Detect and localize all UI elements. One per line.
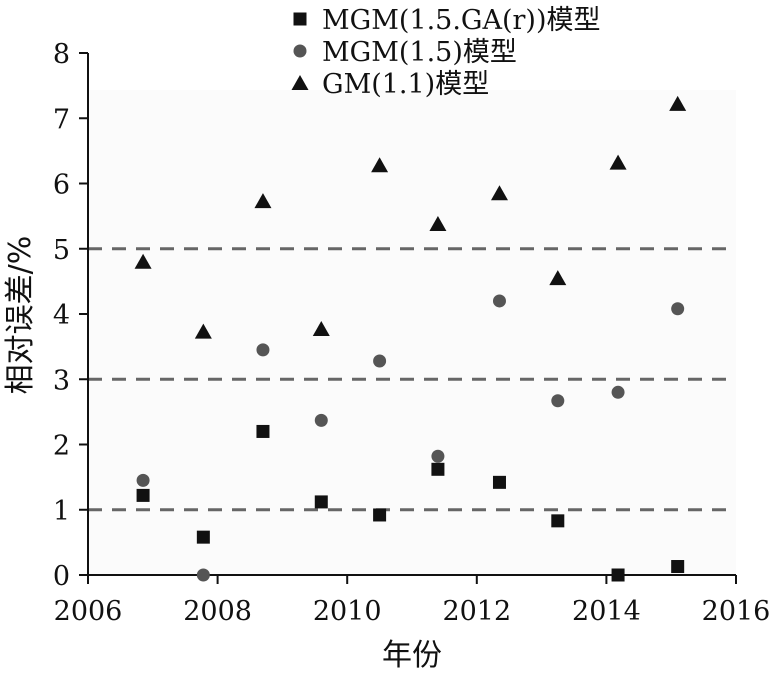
data-points xyxy=(134,95,687,582)
legend-marker-triangle xyxy=(291,75,309,90)
data-point-triangle xyxy=(312,321,330,337)
legend-marker-square xyxy=(293,12,307,26)
x-tick-label: 2010 xyxy=(313,596,382,627)
x-tick-label: 2008 xyxy=(183,596,252,627)
y-tick-label: 2 xyxy=(53,431,70,462)
reference-lines xyxy=(88,247,736,512)
legend-label: MGM(1.5.GA(r))模型 xyxy=(322,5,601,36)
legend-item: GM(1.1)模型 xyxy=(291,69,489,100)
data-point-square xyxy=(196,530,210,544)
series-square xyxy=(136,424,685,582)
data-point-circle xyxy=(196,568,210,582)
y-tick-label: 7 xyxy=(53,104,70,135)
data-point-triangle xyxy=(134,253,152,269)
data-point-triangle xyxy=(490,185,508,201)
data-point-square xyxy=(373,508,387,522)
data-point-circle xyxy=(671,302,685,316)
y-tick-label: 6 xyxy=(53,170,70,201)
legend-marker-circle xyxy=(293,44,307,58)
y-tick-label: 8 xyxy=(53,39,70,70)
x-tick-label: 2012 xyxy=(442,596,511,627)
y-axis-ticks: 0 1 2 3 4 5 6 7 8 xyxy=(53,39,88,592)
y-tick-label: 3 xyxy=(53,365,70,396)
data-point-triangle xyxy=(429,215,447,231)
data-point-circle xyxy=(611,385,625,399)
data-point-circle xyxy=(314,413,328,427)
data-point-triangle xyxy=(669,95,687,111)
data-point-circle xyxy=(373,354,387,368)
series-circle xyxy=(136,294,685,582)
data-point-square xyxy=(431,462,445,476)
data-point-circle xyxy=(256,343,270,357)
data-point-circle xyxy=(431,449,445,463)
data-point-triangle xyxy=(549,270,567,286)
data-point-triangle xyxy=(194,323,212,339)
y-tick-label: 5 xyxy=(53,235,70,266)
legend-item: MGM(1.5)模型 xyxy=(293,37,517,68)
x-axis-ticks: 2006 2008 2010 2012 2014 2016 xyxy=(54,575,771,627)
data-point-circle xyxy=(551,394,565,408)
y-tick-label: 0 xyxy=(53,561,70,592)
data-point-triangle xyxy=(371,157,389,173)
data-point-triangle xyxy=(254,193,272,209)
data-point-square xyxy=(314,495,328,509)
data-point-circle xyxy=(136,473,150,487)
legend-item: MGM(1.5.GA(r))模型 xyxy=(293,5,601,36)
data-point-square xyxy=(611,568,625,582)
data-point-circle xyxy=(492,294,506,308)
legend-label: MGM(1.5)模型 xyxy=(322,37,517,68)
y-tick-label: 1 xyxy=(53,496,70,527)
x-tick-label: 2006 xyxy=(54,596,123,627)
y-tick-label: 4 xyxy=(53,300,70,331)
x-tick-label: 2016 xyxy=(702,596,771,627)
plot-background xyxy=(88,90,736,575)
data-point-square xyxy=(671,560,685,574)
y-axis-title: 相对误差/% xyxy=(3,236,38,395)
x-axis-title: 年份 xyxy=(382,638,442,673)
legend-label: GM(1.1)模型 xyxy=(322,69,489,100)
data-point-square xyxy=(256,424,270,438)
data-point-square xyxy=(551,514,565,528)
data-point-square xyxy=(492,475,506,489)
series-triangle xyxy=(134,95,687,339)
x-tick-label: 2014 xyxy=(572,596,641,627)
data-point-square xyxy=(136,488,150,502)
data-point-triangle xyxy=(609,154,627,170)
